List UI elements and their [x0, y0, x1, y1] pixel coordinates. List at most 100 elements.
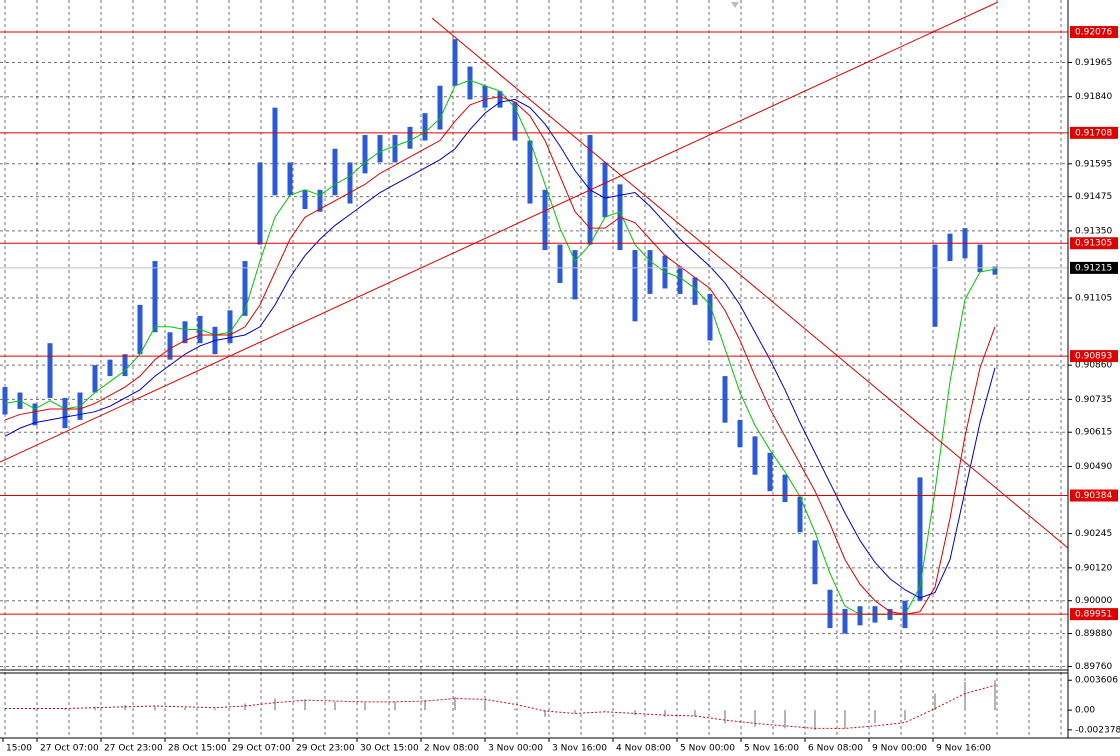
- x-tick-label: 3 Nov 16:00: [552, 744, 607, 754]
- price-bar: [842, 608, 848, 634]
- histogram-bar: [544, 710, 546, 717]
- x-tick-label: 27 Oct 23:00: [104, 744, 163, 754]
- histogram-bar: [514, 708, 516, 711]
- price-bar: [797, 496, 803, 533]
- y-tick-label: 0.90860: [1075, 361, 1112, 371]
- y-tick-label: -0.002378: [1075, 725, 1120, 735]
- level-tag: [1070, 489, 1118, 502]
- price-bar: [452, 39, 458, 86]
- price-bar: [257, 162, 263, 245]
- histogram-bar: [394, 701, 396, 711]
- histogram-bar: [304, 699, 306, 711]
- price-bar: [47, 343, 53, 399]
- price-bar: [827, 589, 833, 629]
- y-tick-label: 0.90490: [1075, 462, 1112, 472]
- plot: [0, 31, 1068, 731]
- histogram-bar: [424, 700, 426, 711]
- x-tick-label: 3 Nov 00:00: [488, 744, 543, 754]
- histogram-bar: [124, 705, 126, 711]
- histogram-bar: [334, 701, 336, 711]
- y-tick-label: 0.91350: [1075, 226, 1112, 236]
- y-tick-label: 0.003606: [1075, 676, 1118, 686]
- histogram-bar: [904, 710, 906, 721]
- histogram-bar: [274, 698, 276, 711]
- price-bar: [272, 107, 278, 196]
- price-bar: [167, 332, 173, 360]
- grid: [0, 0, 1068, 738]
- price-bar: [347, 162, 353, 204]
- y-tick-label: 0.90120: [1075, 563, 1112, 573]
- y-tick-label: 0.90735: [1075, 395, 1112, 405]
- histogram-bar: [964, 681, 966, 711]
- histogram-bar: [64, 708, 66, 711]
- y-tick-label: 0.91840: [1075, 92, 1112, 102]
- level-tag: [1070, 237, 1118, 250]
- price-bar: [917, 477, 923, 601]
- histogram-bar: [364, 702, 366, 711]
- price-bar: [332, 148, 338, 196]
- level-label: 0.90384: [1075, 491, 1112, 501]
- y-tick-label: 0.91475: [1075, 192, 1112, 202]
- moving-average: [4, 79, 996, 615]
- y-tick-label: 0.91965: [1075, 58, 1112, 68]
- price-bar: [707, 293, 713, 341]
- level-label: 0.91708: [1075, 128, 1112, 138]
- price-bar: [722, 376, 728, 423]
- histogram-bar: [934, 693, 936, 711]
- histogram-bar: [4, 708, 6, 711]
- trend-line: [0, 1, 999, 463]
- moving-average: [4, 96, 996, 615]
- y-tick-label: 0.89760: [1075, 662, 1112, 672]
- histogram-bar: [844, 710, 846, 729]
- price-bar: [287, 162, 293, 196]
- x-tick-label: 15:00: [6, 744, 32, 754]
- histogram-bar: [244, 703, 246, 711]
- moving-average: [4, 98, 996, 599]
- price-bar: [467, 66, 473, 100]
- x-tick-label: 6 Nov 08:00: [808, 744, 863, 754]
- histogram-bar: [574, 710, 576, 714]
- level-tag: [1070, 26, 1118, 39]
- period-marker: [731, 2, 739, 8]
- price-bar: [62, 398, 68, 429]
- histogram-bar: [214, 708, 216, 711]
- level-label: 0.90893: [1075, 352, 1112, 362]
- histogram-bar: [664, 710, 666, 717]
- price-bar: [692, 277, 698, 305]
- x-tick-label: 29 Oct 23:00: [296, 744, 355, 754]
- price-bar: [107, 359, 113, 377]
- price-bar: [512, 102, 518, 141]
- price-bar: [992, 266, 998, 275]
- y-tick-label: 0.90000: [1075, 596, 1112, 606]
- price-bar: [632, 250, 638, 322]
- price-bar: [557, 244, 563, 283]
- y-tick-label: 0.91105: [1075, 294, 1112, 304]
- price-bar: [572, 250, 578, 300]
- price-bar: [32, 403, 38, 426]
- x-tick-label: 5 Nov 00:00: [680, 744, 735, 754]
- level-tag: [1070, 608, 1118, 621]
- histogram-bar: [184, 707, 186, 711]
- histogram-bar: [484, 700, 486, 711]
- trend-line: [431, 17, 1069, 549]
- price-bar: [647, 250, 653, 294]
- price-bar: [92, 365, 98, 393]
- current-price-label: 0.91215: [1075, 263, 1112, 273]
- price-bar: [977, 244, 983, 272]
- price-bar: [317, 189, 323, 212]
- histogram-bar: [754, 710, 756, 727]
- histogram-bar: [874, 710, 876, 724]
- x-tick-label: 27 Oct 07:00: [40, 744, 99, 754]
- price-bar: [227, 310, 233, 344]
- level-label: 0.89951: [1075, 610, 1112, 620]
- price-bar: [857, 606, 863, 626]
- price-bar: [122, 354, 128, 377]
- price-bar: [767, 452, 773, 492]
- histogram-bar: [154, 705, 156, 711]
- y-tick-label: 0.90245: [1075, 529, 1112, 539]
- x-tick-label: 2 Nov 08:00: [424, 744, 479, 754]
- price-bar: [362, 135, 368, 174]
- y-tick-label: 0.89880: [1075, 629, 1112, 639]
